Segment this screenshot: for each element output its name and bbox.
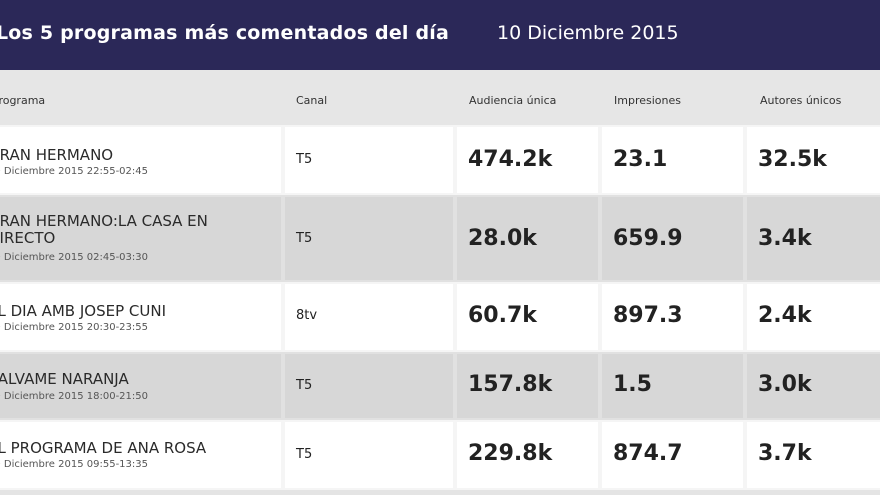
cell-impresiones: 23.1: [602, 127, 743, 193]
cell-canal: T5: [285, 127, 453, 193]
impressions-value: 23.1: [613, 147, 668, 172]
program-name: SALVAME NARANJA: [0, 370, 129, 388]
column-header-programa: Programa: [0, 94, 46, 107]
channel-label: T5: [296, 447, 313, 462]
impressions-value: 1.5: [613, 372, 652, 397]
authors-value: 3.0k: [758, 372, 812, 397]
cell-autores: 3.7k: [747, 422, 880, 488]
cell-audiencia: 60.7k: [457, 284, 598, 350]
authors-value: 3.7k: [758, 441, 812, 466]
table-header: Programa Canal Audiencia única Impresion…: [0, 70, 880, 125]
program-time: 10 Diciembre 2015 18:00-21:50: [0, 391, 148, 402]
table-row: EL PROGRAMA DE ANA ROSA 10 Diciembre 201…: [0, 420, 880, 490]
cell-autores: 3.4k: [747, 197, 880, 280]
column-header-impresiones: Impresiones: [614, 94, 681, 107]
cell-canal: T5: [285, 422, 453, 488]
cell-autores: 32.5k: [747, 127, 880, 193]
table-row: SALVAME NARANJA 10 Diciembre 2015 18:00-…: [0, 352, 880, 420]
cell-impresiones: 897.3: [602, 284, 743, 350]
program-name: GRAN HERMANO:LA CASA EN DIRECTO: [0, 212, 208, 247]
impressions-value: 874.7: [613, 441, 683, 466]
table-row: GRAN HERMANO 10 Diciembre 2015 22:55-02:…: [0, 125, 880, 195]
cell-programa: GRAN HERMANO 10 Diciembre 2015 22:55-02:…: [0, 127, 281, 193]
cell-audiencia: 474.2k: [457, 127, 598, 193]
table-row: EL DIA AMB JOSEP CUNI 10 Diciembre 2015 …: [0, 282, 880, 352]
channel-label: T5: [296, 152, 313, 167]
channel-label: T5: [296, 231, 313, 246]
page-title: Los 5 programas más comentados del día: [0, 22, 449, 44]
cell-impresiones: 659.9: [602, 197, 743, 280]
authors-value: 32.5k: [758, 147, 827, 172]
table-row: GRAN HERMANO:LA CASA EN DIRECTO 10 Dicie…: [0, 195, 880, 282]
impressions-value: 897.3: [613, 303, 683, 328]
program-time: 10 Diciembre 2015 09:55-13:35: [0, 459, 148, 470]
cell-canal: T5: [285, 354, 453, 418]
cell-programa: EL PROGRAMA DE ANA ROSA 10 Diciembre 201…: [0, 422, 281, 488]
column-header-canal: Canal: [296, 94, 328, 107]
cell-audiencia: 157.8k: [457, 354, 598, 418]
program-name: EL DIA AMB JOSEP CUNI: [0, 302, 167, 320]
audience-value: 229.8k: [468, 441, 553, 466]
channel-label: T5: [296, 378, 313, 393]
audience-value: 28.0k: [468, 226, 537, 251]
program-name: EL PROGRAMA DE ANA ROSA: [0, 439, 207, 457]
column-header-audiencia: Audiencia única: [469, 94, 557, 107]
authors-value: 2.4k: [758, 303, 812, 328]
cell-programa: SALVAME NARANJA 10 Diciembre 2015 18:00-…: [0, 354, 281, 418]
cell-audiencia: 28.0k: [457, 197, 598, 280]
authors-value: 3.4k: [758, 226, 812, 251]
cell-programa: GRAN HERMANO:LA CASA EN DIRECTO 10 Dicie…: [0, 197, 281, 280]
audience-value: 474.2k: [468, 147, 553, 172]
program-name: GRAN HERMANO: [0, 146, 114, 164]
title-bar: Los 5 programas más comentados del día 1…: [0, 0, 880, 70]
cell-canal: 8tv: [285, 284, 453, 350]
cell-autores: 3.0k: [747, 354, 880, 418]
audience-value: 60.7k: [468, 303, 537, 328]
cell-audiencia: 229.8k: [457, 422, 598, 488]
impressions-value: 659.9: [613, 226, 683, 251]
program-time: 10 Diciembre 2015 02:45-03:30: [0, 252, 148, 263]
bottom-divider: [0, 490, 880, 495]
cell-programa: EL DIA AMB JOSEP CUNI 10 Diciembre 2015 …: [0, 284, 281, 350]
program-time: 10 Diciembre 2015 20:30-23:55: [0, 322, 148, 333]
audience-value: 157.8k: [468, 372, 553, 397]
column-header-autores: Autores únicos: [760, 94, 842, 107]
cell-autores: 2.4k: [747, 284, 880, 350]
channel-label: 8tv: [296, 308, 318, 323]
report-date: 10 Diciembre 2015: [497, 22, 679, 44]
program-time: 10 Diciembre 2015 22:55-02:45: [0, 166, 148, 177]
cell-canal: T5: [285, 197, 453, 280]
cell-impresiones: 874.7: [602, 422, 743, 488]
cell-impresiones: 1.5: [602, 354, 743, 418]
